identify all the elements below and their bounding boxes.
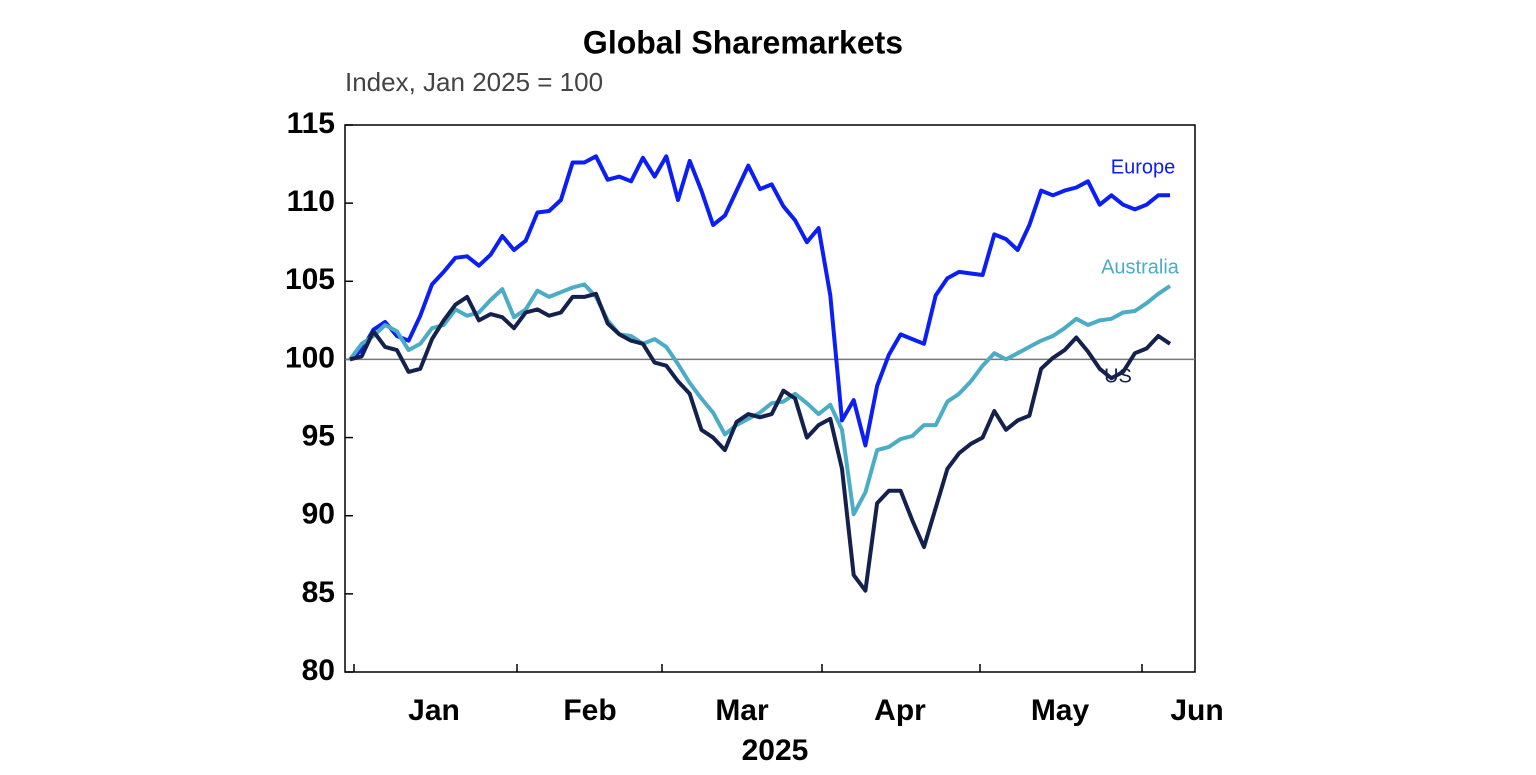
y-tick-label: 105 xyxy=(285,263,335,296)
chart-subtitle: Index, Jan 2025 = 100 xyxy=(345,67,603,97)
y-tick-label: 115 xyxy=(287,107,335,140)
series-line xyxy=(349,291,1172,593)
series-label: Australia xyxy=(1101,256,1180,278)
y-tick-label: 95 xyxy=(302,419,335,452)
x-tick-label: May xyxy=(1031,694,1090,727)
series-line xyxy=(348,282,1172,517)
x-tick-label: Apr xyxy=(874,694,926,727)
y-tick-label: 90 xyxy=(302,498,335,531)
y-tick-label: 100 xyxy=(285,341,335,374)
x-axis-label: 2025 xyxy=(742,734,809,767)
y-tick-label: 110 xyxy=(287,185,335,218)
series-label: Europe xyxy=(1111,156,1176,178)
y-tick-label: 80 xyxy=(302,654,335,687)
x-tick-label: Jan xyxy=(408,694,460,727)
x-tick-label: Feb xyxy=(563,694,616,727)
series-line xyxy=(348,154,1170,448)
chart-title: Global Sharemarkets xyxy=(583,24,903,60)
x-tick-label: Jun xyxy=(1170,694,1223,727)
plot-frame xyxy=(344,124,1196,673)
y-tick-label: 85 xyxy=(302,576,335,609)
series-label: US xyxy=(1104,365,1132,387)
x-tick-label: Mar xyxy=(715,694,769,727)
